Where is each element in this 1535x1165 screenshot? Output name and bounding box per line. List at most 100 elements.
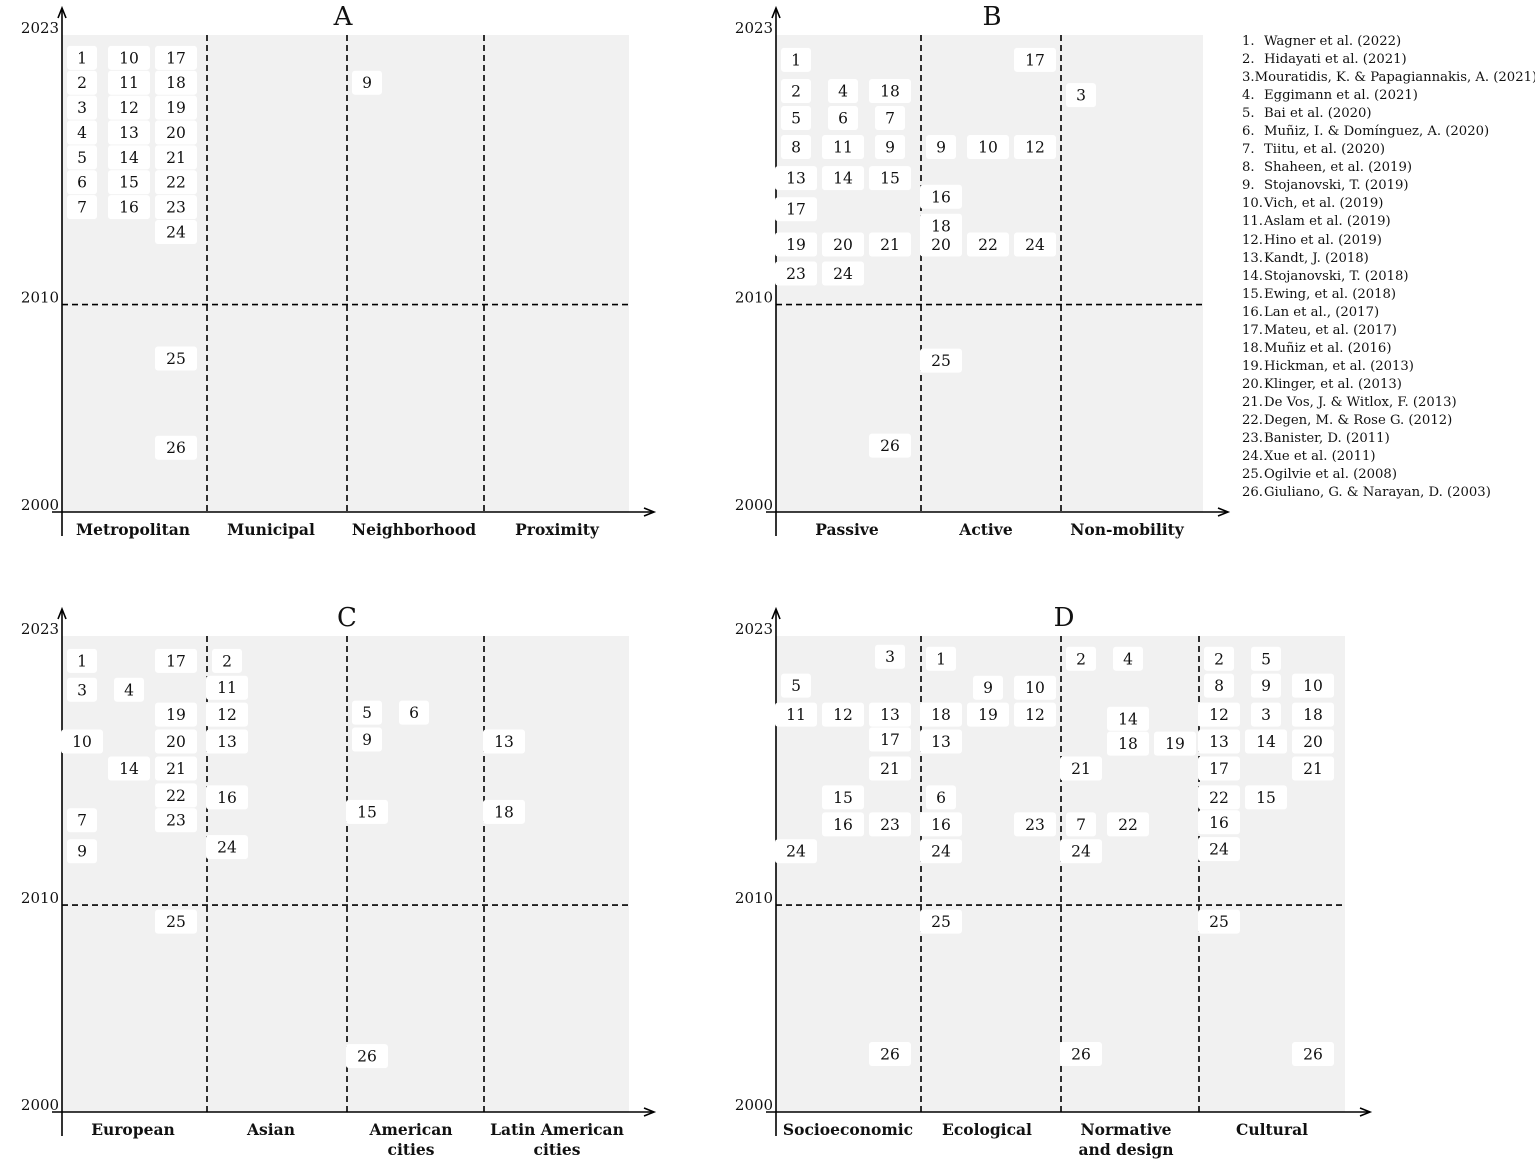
data-point-label: 15 <box>880 170 900 188</box>
data-point: 7 <box>67 195 97 220</box>
reference-text: Vich, et al. (2019) <box>1264 196 1384 212</box>
data-point-label: 10 <box>978 138 998 156</box>
y-tick-label: 2010 <box>735 889 773 907</box>
data-point-box <box>1060 756 1102 781</box>
data-point: 15 <box>108 170 150 195</box>
data-point: 13 <box>1198 729 1240 754</box>
data-point-label: 21 <box>1303 760 1323 778</box>
y-tick-label: 2010 <box>21 889 59 907</box>
y-axis-arrow <box>771 5 781 19</box>
reference-number: 7. <box>1242 142 1255 158</box>
panel-title: B <box>982 2 1001 32</box>
data-point-box <box>206 835 248 860</box>
data-point: 14 <box>1107 706 1149 731</box>
data-point-box <box>1292 1042 1334 1067</box>
reference-item: 2. Hidayati et al. (2021) <box>1242 51 1532 69</box>
data-point-label: 2 <box>1214 650 1224 668</box>
reference-item: 1. Wagner et al. (2022) <box>1242 33 1532 51</box>
data-point-box <box>869 727 911 752</box>
data-point-label: 8 <box>1214 677 1224 695</box>
reference-item: 5. Bai et al. (2020) <box>1242 105 1532 123</box>
data-point-label: 20 <box>166 124 186 142</box>
data-point-box <box>483 799 525 824</box>
data-point-box <box>1198 785 1240 810</box>
data-point-label: 9 <box>362 74 372 92</box>
data-point-box <box>920 348 962 373</box>
data-point-box <box>920 232 962 257</box>
data-point: 15 <box>822 785 864 810</box>
data-point-label: 16 <box>1209 814 1229 832</box>
reference-item: 20. Klinger, et al. (2013) <box>1242 376 1532 394</box>
data-point-box <box>1113 646 1143 671</box>
data-point-box <box>352 727 382 752</box>
data-point-label: 15 <box>1256 789 1276 807</box>
data-point-label: 23 <box>880 816 900 834</box>
y-tick-label: 2000 <box>735 1096 773 1114</box>
data-point-box <box>973 675 1003 700</box>
data-point-label: 19 <box>978 706 998 724</box>
data-point-label: 21 <box>166 760 186 778</box>
data-point-label: 14 <box>119 149 139 167</box>
data-point-label: 11 <box>217 679 237 697</box>
data-point: 16 <box>1198 810 1240 835</box>
data-point: 7 <box>875 105 905 130</box>
data-point-box <box>775 166 817 191</box>
reference-number: 15. <box>1242 286 1263 302</box>
data-point: 23 <box>1014 812 1056 837</box>
reference-number: 4. <box>1242 88 1255 104</box>
y-tick-label: 2023 <box>21 620 59 638</box>
data-point: 19 <box>775 232 817 257</box>
data-point: 12 <box>1014 702 1056 727</box>
data-point: 26 <box>346 1044 388 1069</box>
data-point-label: 10 <box>72 733 92 751</box>
data-point-label: 11 <box>833 138 853 156</box>
panel-title: D <box>1054 603 1075 633</box>
y-tick-label: 2023 <box>735 620 773 638</box>
reference-text: Stojanovski, T. (2019) <box>1264 178 1409 194</box>
data-point-box <box>920 702 962 727</box>
x-category-label: Asian <box>246 1120 295 1139</box>
data-point-box <box>1251 702 1281 727</box>
data-point-label: 19 <box>166 706 186 724</box>
reference-number: 8. <box>1242 160 1255 176</box>
data-point: 17 <box>155 45 197 70</box>
reference-number: 13. <box>1242 250 1263 266</box>
data-point-box <box>108 45 150 70</box>
data-point-box <box>1014 232 1056 257</box>
y-axis-arrow <box>57 5 67 19</box>
data-point-label: 9 <box>1261 677 1271 695</box>
data-point: 24 <box>206 835 248 860</box>
data-point-label: 12 <box>1025 706 1045 724</box>
data-point-label: 21 <box>166 149 186 167</box>
reference-item: 25. Ogilvie et al. (2008) <box>1242 466 1532 484</box>
data-point: 10 <box>1292 673 1334 698</box>
data-point-label: 24 <box>217 839 237 857</box>
data-point: 1 <box>926 646 956 671</box>
data-point: 4 <box>828 78 858 103</box>
data-point: 5 <box>1251 646 1281 671</box>
data-point-label: 20 <box>166 733 186 751</box>
data-point-box <box>775 261 817 286</box>
data-point-box <box>206 675 248 700</box>
data-point-label: 1 <box>791 51 801 69</box>
data-point-label: 26 <box>1071 1046 1091 1064</box>
reference-number: 26. <box>1242 485 1263 501</box>
data-point: 21 <box>869 232 911 257</box>
data-point-label: 13 <box>217 733 237 751</box>
y-axis-arrow <box>57 606 67 620</box>
data-point-box <box>822 232 864 257</box>
data-point: 25 <box>155 909 197 934</box>
x-axis-arrow <box>1359 1107 1373 1117</box>
data-point-label: 3 <box>1076 87 1086 105</box>
data-point-label: 8 <box>791 138 801 156</box>
data-point-box <box>108 756 150 781</box>
data-point-label: 3 <box>1261 706 1271 724</box>
data-point: 3 <box>875 644 905 669</box>
data-point-label: 7 <box>77 199 87 217</box>
reference-text: Lan et al., (2017) <box>1264 304 1380 320</box>
data-point-box <box>108 145 150 170</box>
data-point: 26 <box>869 433 911 458</box>
reference-text: Tiitu, et al. (2020) <box>1264 142 1386 158</box>
data-point: 13 <box>775 166 817 191</box>
